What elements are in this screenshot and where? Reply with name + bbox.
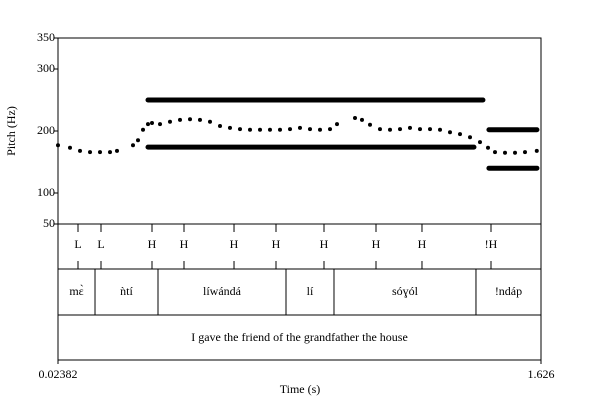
pitch-point [167, 119, 172, 124]
plot-frame [57, 37, 542, 361]
pitch-point [328, 127, 333, 132]
pitch-point [352, 115, 357, 120]
pitch-point [267, 127, 272, 132]
pitch-point [97, 150, 102, 155]
word-label: líwándá [203, 284, 242, 298]
pitch-point [207, 119, 212, 124]
y-tick-label: 200 [37, 123, 55, 137]
pitch-point [417, 127, 422, 132]
word-label: mɛ̀ [69, 284, 83, 298]
pitch-point [277, 127, 282, 132]
pitch-point [368, 122, 373, 127]
pitch-point [197, 117, 202, 122]
pitch-point [141, 127, 146, 132]
pitch-point [218, 124, 223, 129]
x-axis-label: Time (s) [280, 382, 321, 396]
pitch-point [534, 148, 539, 153]
pitch-point [55, 143, 60, 148]
pitch-point [387, 127, 392, 132]
pitch-point [522, 150, 527, 155]
tone-label: H [418, 237, 427, 251]
tone-label: H [230, 237, 239, 251]
pitch-point [288, 127, 293, 132]
pitch-point [107, 150, 112, 155]
pitch-point [428, 127, 433, 132]
pitch-point [477, 140, 482, 145]
y-tick-label: 50 [43, 216, 55, 230]
pitch-point [407, 125, 412, 130]
pitch-point [447, 130, 452, 135]
pitch-point [457, 132, 462, 137]
pitch-point [513, 150, 518, 155]
pitch-point [468, 135, 473, 140]
pitch-point [258, 127, 263, 132]
y-axis-label: Pitch (Hz) [4, 106, 18, 156]
pitch-point [486, 145, 491, 150]
tone-label: L [74, 237, 81, 251]
tone-label: H [272, 237, 281, 251]
y-tick-label: 300 [37, 61, 55, 75]
pitch-point [237, 127, 242, 132]
pitch-point [88, 150, 93, 155]
pitch-point [359, 117, 364, 122]
pitch-point [398, 127, 403, 132]
pitch-point [145, 122, 150, 127]
pitch-point [149, 120, 154, 125]
tone-label: H [180, 237, 189, 251]
x-tick-label: 0.02382 [39, 367, 78, 381]
pitch-point [78, 148, 83, 153]
pitch-point [158, 122, 163, 127]
sentence-label: I gave the friend of the grandfather the… [191, 330, 408, 344]
pitch-point [317, 127, 322, 132]
tone-label: !H [485, 237, 498, 251]
pitch-point [297, 125, 302, 130]
tone-label: L [97, 237, 104, 251]
pitch-point [438, 127, 443, 132]
y-tick-label: 100 [37, 185, 55, 199]
tone-label: H [148, 237, 157, 251]
tone-label: H [320, 237, 329, 251]
pitch-point [492, 150, 497, 155]
word-label: ǹtí [120, 284, 133, 298]
pitch-point [130, 143, 135, 148]
x-tick-label: 1.626 [528, 367, 555, 381]
pitch-point [177, 117, 182, 122]
pitch-point [377, 127, 382, 132]
pitch-point [136, 138, 141, 143]
pitch-point [227, 125, 232, 130]
tone-label: H [372, 237, 381, 251]
pitch-point [247, 127, 252, 132]
word-label: !ndáp [495, 284, 522, 298]
pitch-point [334, 122, 339, 127]
pitch-point [114, 148, 119, 153]
pitch-point [503, 150, 508, 155]
word-label: sóɣól [392, 284, 419, 298]
y-tick-label: 350 [37, 30, 55, 44]
pitch-point [307, 127, 312, 132]
pitch-point [67, 145, 72, 150]
word-label: lí [307, 284, 314, 298]
pitch-point [188, 117, 193, 122]
